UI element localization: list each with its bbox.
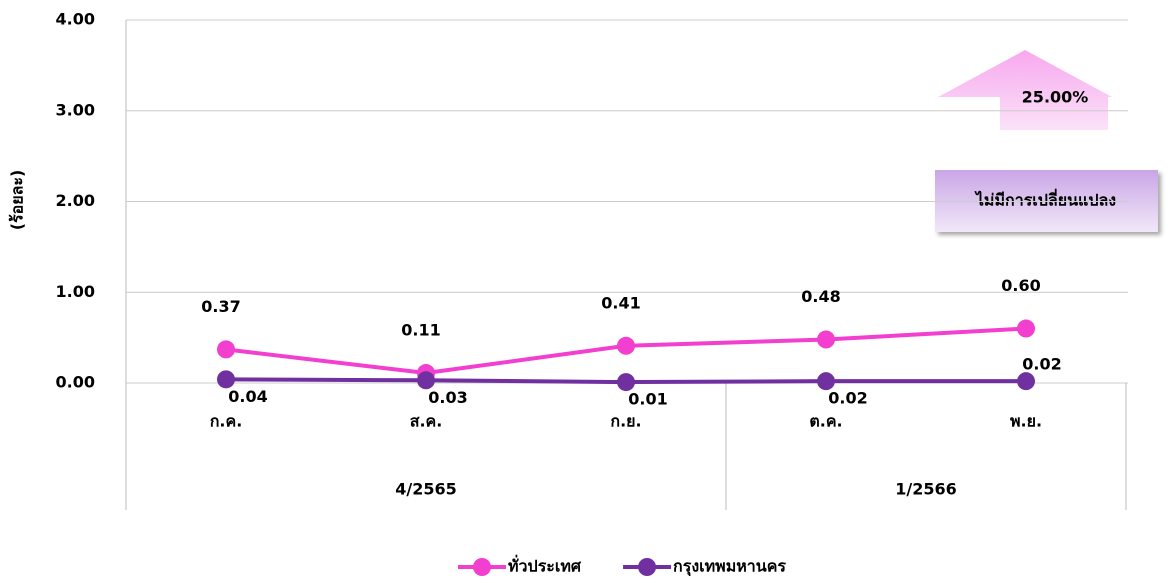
marker — [817, 330, 835, 349]
annotation: 25.00% — [1022, 88, 1089, 107]
annotation: ไม่มีการเปลี่ยนแปลง — [974, 189, 1116, 210]
legend-marker — [638, 558, 657, 576]
legend-label: กรุงเทพมหานคร — [673, 557, 786, 577]
data-label: 0.02 — [1022, 355, 1061, 374]
y-tick-label: 2.00 — [56, 191, 95, 210]
x-tick-label: ต.ค. — [809, 412, 842, 431]
y-tick-label: 4.00 — [56, 10, 95, 29]
data-label: 0.04 — [228, 387, 267, 406]
marker — [417, 371, 435, 390]
marker — [817, 372, 835, 391]
y-tick-label: 1.00 — [56, 282, 95, 301]
arrow — [938, 50, 1112, 130]
marker — [1017, 372, 1035, 391]
legend-marker — [473, 558, 491, 576]
data-label: 0.11 — [401, 321, 440, 340]
group-label: 1/2566 — [895, 480, 957, 499]
marker — [617, 336, 635, 355]
marker — [617, 373, 635, 392]
y-axis-label: (ร้อยละ) — [8, 170, 27, 231]
marker — [1017, 319, 1035, 338]
data-label: 0.01 — [628, 390, 667, 409]
data-label: 0.60 — [1001, 276, 1040, 295]
x-tick-label: ก.ย. — [610, 412, 641, 431]
y-tick-label: 3.00 — [56, 100, 95, 119]
marker — [217, 340, 235, 359]
y-tick-label: 0.00 — [56, 373, 95, 392]
data-label: 0.48 — [801, 287, 840, 306]
marker — [217, 370, 235, 389]
data-label: 0.02 — [828, 389, 867, 408]
group-label: 4/2565 — [395, 480, 457, 499]
data-label: 0.03 — [428, 388, 467, 407]
x-tick-label: ส.ค. — [410, 412, 443, 431]
legend-label: ทั่วประเทศ — [508, 555, 582, 576]
x-tick-label: ก.ค. — [210, 412, 243, 431]
data-label: 0.41 — [601, 293, 640, 312]
data-label: 0.37 — [201, 297, 240, 316]
x-tick-label: พ.ย. — [1010, 412, 1042, 431]
